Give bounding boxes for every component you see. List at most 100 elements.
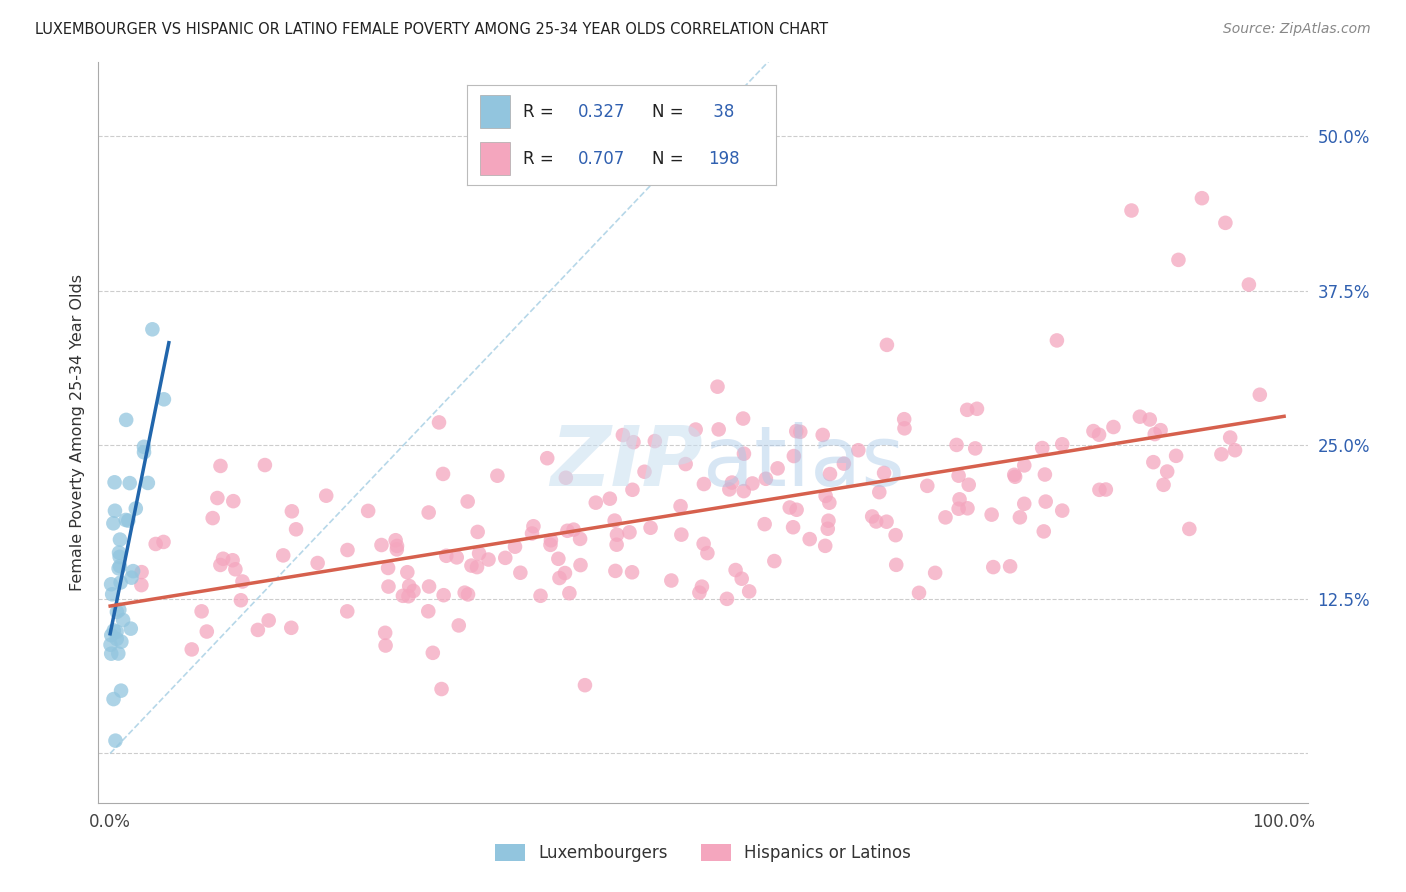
Point bbox=[114, 513, 136, 527]
Point bbox=[195, 624, 218, 639]
Point bbox=[585, 496, 607, 510]
Point bbox=[117, 514, 139, 528]
Point bbox=[814, 489, 837, 503]
Point bbox=[540, 538, 562, 552]
Point bbox=[418, 580, 440, 594]
Point bbox=[659, 574, 682, 588]
Point bbox=[1143, 427, 1166, 442]
Point bbox=[107, 561, 129, 575]
Point bbox=[754, 517, 776, 532]
Point bbox=[374, 639, 396, 653]
Point bbox=[422, 646, 444, 660]
Point bbox=[547, 551, 569, 566]
Point bbox=[671, 527, 693, 541]
Point bbox=[1102, 420, 1125, 434]
Point bbox=[477, 552, 499, 566]
Point bbox=[548, 571, 571, 585]
Point bbox=[865, 515, 887, 529]
Point bbox=[981, 560, 1004, 574]
Point bbox=[1088, 427, 1111, 442]
Point bbox=[229, 593, 252, 607]
Point bbox=[692, 537, 714, 551]
Point bbox=[924, 566, 946, 580]
Point bbox=[509, 566, 531, 580]
Point bbox=[432, 467, 454, 481]
Point bbox=[103, 692, 125, 706]
Point bbox=[738, 584, 761, 599]
Point bbox=[1121, 203, 1143, 218]
Point bbox=[980, 508, 1002, 522]
Point bbox=[1088, 483, 1111, 497]
Point bbox=[621, 566, 644, 580]
Point bbox=[121, 571, 143, 585]
Point bbox=[569, 558, 592, 573]
Point bbox=[281, 504, 304, 518]
Point bbox=[522, 519, 544, 533]
Point bbox=[201, 511, 224, 525]
Point bbox=[271, 549, 294, 563]
Point bbox=[357, 504, 380, 518]
Point bbox=[605, 564, 627, 578]
Point bbox=[884, 528, 907, 542]
Point bbox=[118, 476, 141, 491]
Point bbox=[180, 642, 202, 657]
Point bbox=[430, 681, 453, 696]
Point bbox=[786, 502, 808, 516]
Point bbox=[222, 494, 245, 508]
Point bbox=[257, 614, 280, 628]
Point bbox=[457, 587, 479, 601]
Point bbox=[396, 566, 419, 580]
Point bbox=[716, 591, 738, 606]
Point bbox=[957, 477, 980, 491]
Point bbox=[122, 564, 145, 578]
Point bbox=[103, 624, 125, 638]
Point bbox=[108, 549, 131, 564]
Point bbox=[1153, 478, 1175, 492]
Point bbox=[141, 322, 163, 336]
Point bbox=[948, 492, 970, 507]
Point bbox=[779, 500, 801, 515]
Point bbox=[402, 583, 425, 598]
Point bbox=[965, 442, 987, 456]
Point bbox=[606, 527, 628, 541]
Point bbox=[1156, 465, 1178, 479]
Point bbox=[612, 428, 634, 442]
Point bbox=[818, 496, 841, 510]
Point bbox=[721, 475, 744, 490]
Point bbox=[132, 445, 155, 459]
Point bbox=[253, 458, 276, 472]
Point bbox=[690, 580, 713, 594]
Point bbox=[917, 479, 939, 493]
Point bbox=[818, 467, 841, 481]
Point bbox=[115, 413, 138, 427]
Point bbox=[104, 504, 127, 518]
Point bbox=[1219, 431, 1241, 445]
Point bbox=[108, 603, 131, 617]
Point bbox=[562, 523, 585, 537]
Point bbox=[120, 622, 142, 636]
Y-axis label: Female Poverty Among 25-34 Year Olds: Female Poverty Among 25-34 Year Olds bbox=[69, 274, 84, 591]
Point bbox=[209, 558, 232, 572]
Point bbox=[621, 483, 644, 497]
Point bbox=[948, 468, 970, 483]
Point bbox=[100, 577, 122, 591]
Point bbox=[224, 562, 246, 576]
Point bbox=[569, 532, 592, 546]
Point bbox=[100, 628, 122, 642]
Point bbox=[1249, 388, 1271, 402]
Point bbox=[486, 468, 509, 483]
Point bbox=[817, 514, 839, 528]
Legend: Luxembourgers, Hispanics or Latinos: Luxembourgers, Hispanics or Latinos bbox=[488, 837, 918, 869]
Point bbox=[434, 549, 457, 563]
Point bbox=[153, 392, 176, 407]
Point bbox=[1191, 191, 1213, 205]
Point bbox=[108, 546, 131, 560]
Point bbox=[599, 491, 621, 506]
Point bbox=[811, 428, 834, 442]
Point bbox=[873, 466, 896, 480]
Point bbox=[460, 558, 482, 573]
Point bbox=[503, 540, 526, 554]
Point bbox=[1223, 443, 1246, 458]
Point bbox=[1032, 524, 1054, 539]
Point bbox=[231, 574, 253, 589]
